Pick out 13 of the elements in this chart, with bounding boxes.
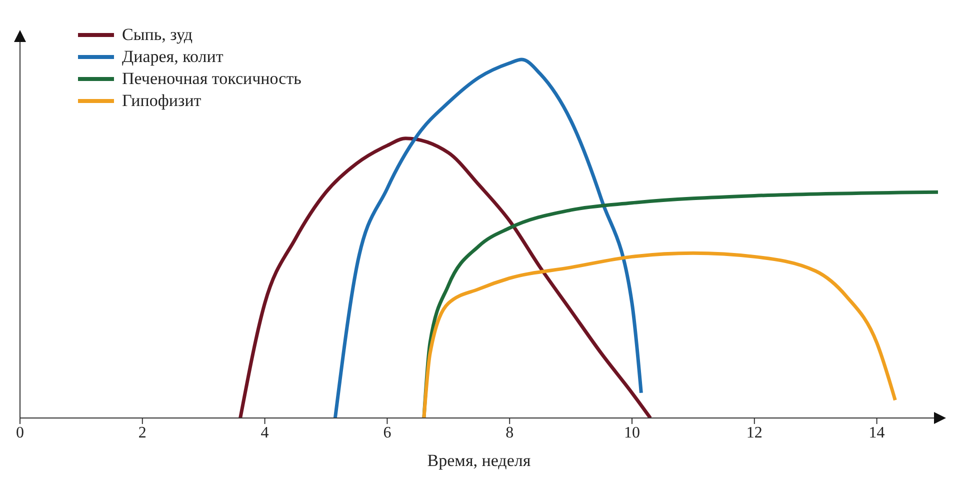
x-tick-label: 2 (138, 424, 146, 442)
x-tick-label: 6 (383, 424, 392, 442)
legend-label: Сыпь, зуд (122, 24, 193, 46)
x-tick-label: 0 (16, 424, 24, 442)
x-axis-title: Время, неделя (427, 451, 531, 470)
x-tick-label: 14 (868, 424, 885, 442)
legend-label: Гипофизит (122, 90, 202, 112)
x-tick-label: 8 (506, 424, 514, 442)
x-tick-label: 4 (260, 424, 269, 442)
legend-label: Диарея, колит (122, 46, 224, 68)
x-tick-label: 10 (624, 424, 640, 442)
x-tick-label: 12 (746, 424, 762, 442)
legend-label: Печеночная токсичность (122, 68, 302, 90)
